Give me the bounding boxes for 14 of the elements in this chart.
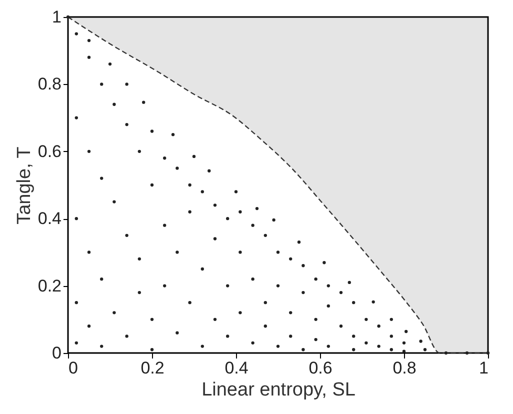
- x-tick-label: 0.8: [392, 358, 416, 378]
- y-tick-label: 0.4: [38, 209, 62, 228]
- y-tick-label: 1: [52, 8, 62, 26]
- y-tick-label: 0: [52, 344, 62, 362]
- x-tick-label: 0.2: [140, 358, 164, 378]
- x-tick-label: 0.4: [224, 358, 248, 378]
- y-tick-label: 0.2: [38, 276, 62, 296]
- x-tick-label: 0.6: [308, 358, 332, 378]
- y-tick-label: 0.6: [38, 142, 62, 161]
- y-tick-label: 0.8: [38, 74, 62, 94]
- x-axis-title: Linear entropy, SL: [202, 380, 356, 400]
- x-tick-label: 0: [68, 358, 78, 378]
- y-axis-title: Tangle, T: [14, 146, 35, 224]
- x-tick-label: 1: [479, 358, 488, 378]
